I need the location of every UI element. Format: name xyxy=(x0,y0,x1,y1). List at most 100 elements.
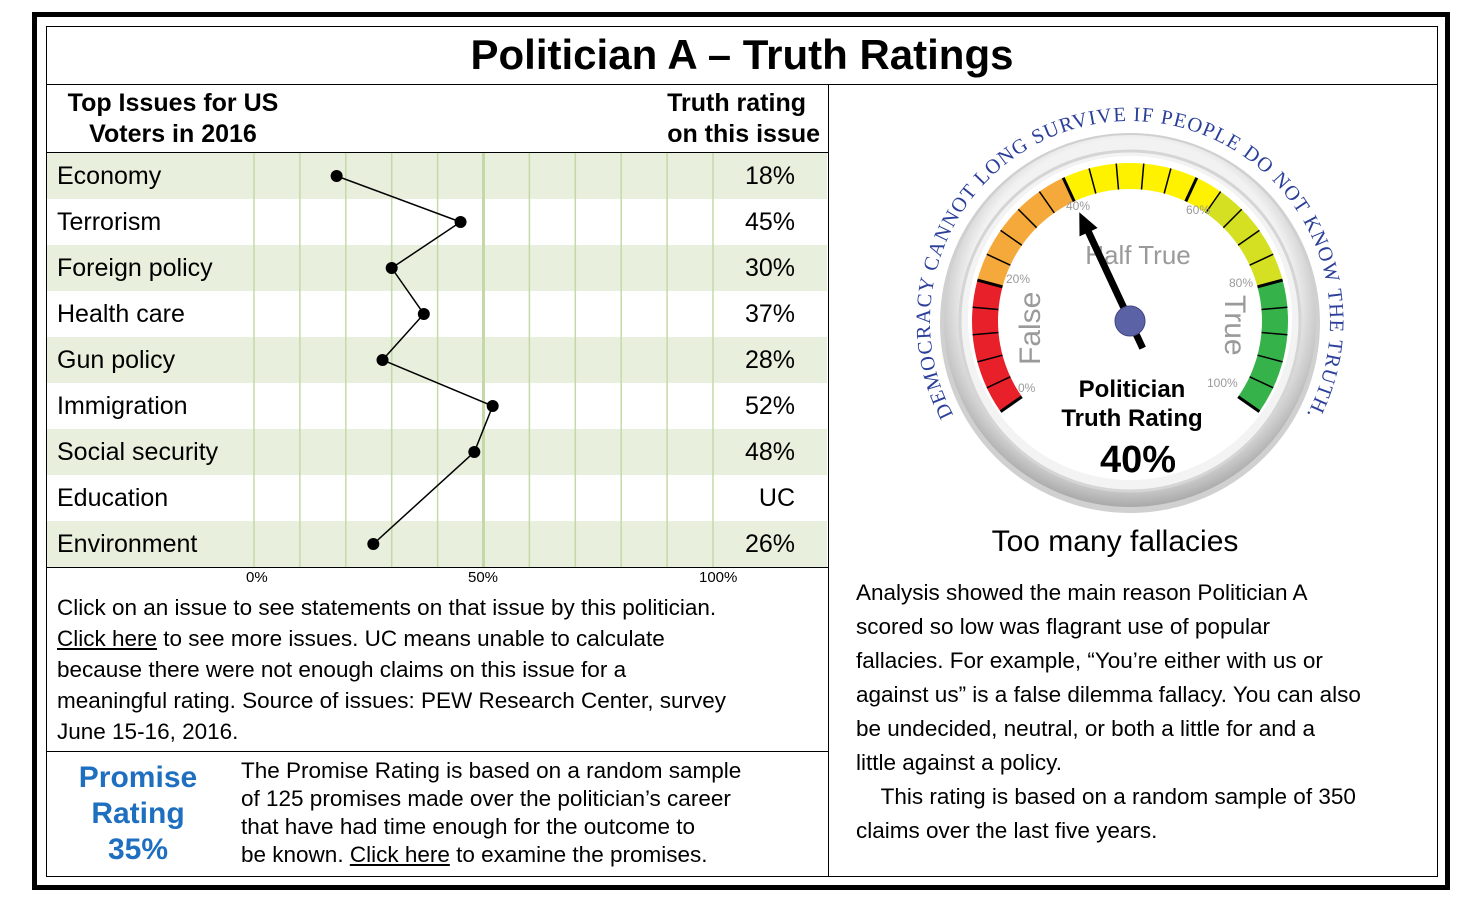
gauge-band xyxy=(1238,280,1288,412)
issue-rating: 26% xyxy=(744,530,795,558)
analysis-line: Analysis showed the main reason Politici… xyxy=(856,580,1308,605)
gauge-tick xyxy=(1237,395,1261,413)
gauge-tick xyxy=(1184,177,1199,203)
gauge-tick xyxy=(1017,208,1038,229)
issue-rating: 45% xyxy=(744,208,795,236)
gauge-tick-label: 0% xyxy=(1018,381,1036,395)
gauge-tick xyxy=(1237,229,1260,246)
analysis-line: little against a policy. xyxy=(856,750,1062,775)
promise-line-text: be known. xyxy=(241,842,350,867)
needle-tip xyxy=(1079,212,1098,237)
data-point xyxy=(486,400,499,412)
gauge-tick xyxy=(1088,168,1097,194)
title-divider xyxy=(46,84,1438,85)
gauge-needle xyxy=(1079,212,1146,350)
gauge-tick xyxy=(1163,168,1172,194)
issue-row[interactable]: Immigration 52% xyxy=(47,383,827,429)
issue-name: Gun policy xyxy=(57,346,176,374)
x-tick-label: 50% xyxy=(468,569,499,586)
gauge-tick xyxy=(986,376,1011,389)
issue-row[interactable]: Health care 37% xyxy=(47,291,827,337)
explanation-line: because there were not enough claims on … xyxy=(57,657,627,682)
gauge-tick xyxy=(1115,163,1120,190)
data-point xyxy=(468,446,481,458)
explanation-line: meaningful rating. Source of issues: PEW… xyxy=(57,688,727,713)
gauge-tick xyxy=(977,354,1003,363)
issue-row[interactable]: Education UC xyxy=(47,475,827,521)
verdict-text: Too many fallacies xyxy=(991,525,1239,558)
gauge-ticks xyxy=(972,163,1288,413)
issue-rating: 18% xyxy=(744,162,795,190)
chart-bottom-divider xyxy=(46,567,828,568)
promise-line: of 125 promises made over the politician… xyxy=(241,786,731,811)
issue-rating: UC xyxy=(758,484,795,512)
issue-name: Terrorism xyxy=(57,208,162,236)
gauge-tick xyxy=(999,395,1023,413)
panel-divider xyxy=(828,84,829,877)
gauge-tick xyxy=(976,278,1003,289)
needle-hub xyxy=(1114,305,1146,337)
gauge-band xyxy=(972,280,1022,412)
analysis-line: against us” is a false dilemma fallacy. … xyxy=(856,682,1361,707)
promise-line: The Promise Rating is based on a random … xyxy=(241,758,742,783)
data-point xyxy=(385,262,398,274)
x-tick-label: 0% xyxy=(246,569,268,586)
issue-rating: 37% xyxy=(744,300,795,328)
issue-rating: 52% xyxy=(744,392,795,420)
promise-rating-value: 35% xyxy=(107,833,169,866)
gauge-band xyxy=(1205,191,1283,287)
promise-title-line: Promise xyxy=(78,761,198,794)
gauge-tick xyxy=(1249,376,1274,389)
issue-rating: 48% xyxy=(744,438,795,466)
issues-header: Top Issues for US Voters in 2016 xyxy=(46,88,300,150)
examine-promises-link[interactable]: Click here xyxy=(349,842,450,867)
promise-title-line: Rating xyxy=(91,797,185,830)
issue-rating: 30% xyxy=(744,254,795,282)
gauge-zone-true: True xyxy=(1218,295,1251,356)
explanation-line: Click on an issue to see statements on t… xyxy=(57,595,717,620)
gauge-tick-label: 100% xyxy=(1207,376,1238,390)
issue-name: Social security xyxy=(57,438,219,466)
gauge-tick xyxy=(1222,208,1243,229)
gauge-tick xyxy=(1140,163,1145,190)
issues-header-line: Voters in 2016 xyxy=(89,120,257,148)
issue-name: Education xyxy=(57,484,169,512)
gauge-tick xyxy=(986,253,1011,266)
gauge-band xyxy=(977,177,1075,287)
issue-rating: 28% xyxy=(744,346,795,374)
x-tick-label: 100% xyxy=(699,569,738,586)
issue-name: Environment xyxy=(57,530,198,558)
series-line xyxy=(336,175,494,545)
promise-line-text: to examine the promises. xyxy=(449,842,708,867)
gauge-tick-label: 60% xyxy=(1186,203,1210,217)
gauge-tick-label: 40% xyxy=(1066,199,1090,213)
gauge-tick xyxy=(1000,229,1023,246)
explanation-line: June 15-16, 2016. xyxy=(57,719,239,744)
header-divider xyxy=(46,152,828,153)
gauge-tick xyxy=(972,306,999,311)
gauge-tick xyxy=(1257,278,1284,289)
issue-row[interactable]: Terrorism 45% xyxy=(47,199,827,245)
explanation-text: Click on an issue to see statements on t… xyxy=(57,592,726,747)
gauge-tick xyxy=(1261,306,1288,311)
promise-line: that have had time enough for the outcom… xyxy=(241,814,696,839)
gauge-zone-false: False xyxy=(1014,292,1047,365)
gauge-tick xyxy=(1261,331,1288,336)
outer-frame xyxy=(32,12,1450,890)
page-title: Politician A – Truth Ratings xyxy=(470,31,1014,78)
issues-header-line: Top Issues for US xyxy=(67,89,279,117)
rating-header: Truth rating on this issue xyxy=(630,88,820,150)
promise-rating-title: Promise Rating 35% xyxy=(60,760,216,868)
gauge-tick xyxy=(1205,191,1222,214)
issue-name: Foreign policy xyxy=(57,254,213,282)
gauge-caption-line: Politician xyxy=(1079,376,1186,403)
analysis-line: be undecided, neutral, or both a little … xyxy=(856,716,1316,741)
explanation-line-text: to see more issues. UC means unable to c… xyxy=(157,626,665,651)
more-issues-link[interactable]: Click here xyxy=(57,626,158,651)
data-point xyxy=(367,538,380,550)
data-point xyxy=(417,308,430,320)
data-point xyxy=(330,170,343,182)
data-point xyxy=(376,354,389,366)
